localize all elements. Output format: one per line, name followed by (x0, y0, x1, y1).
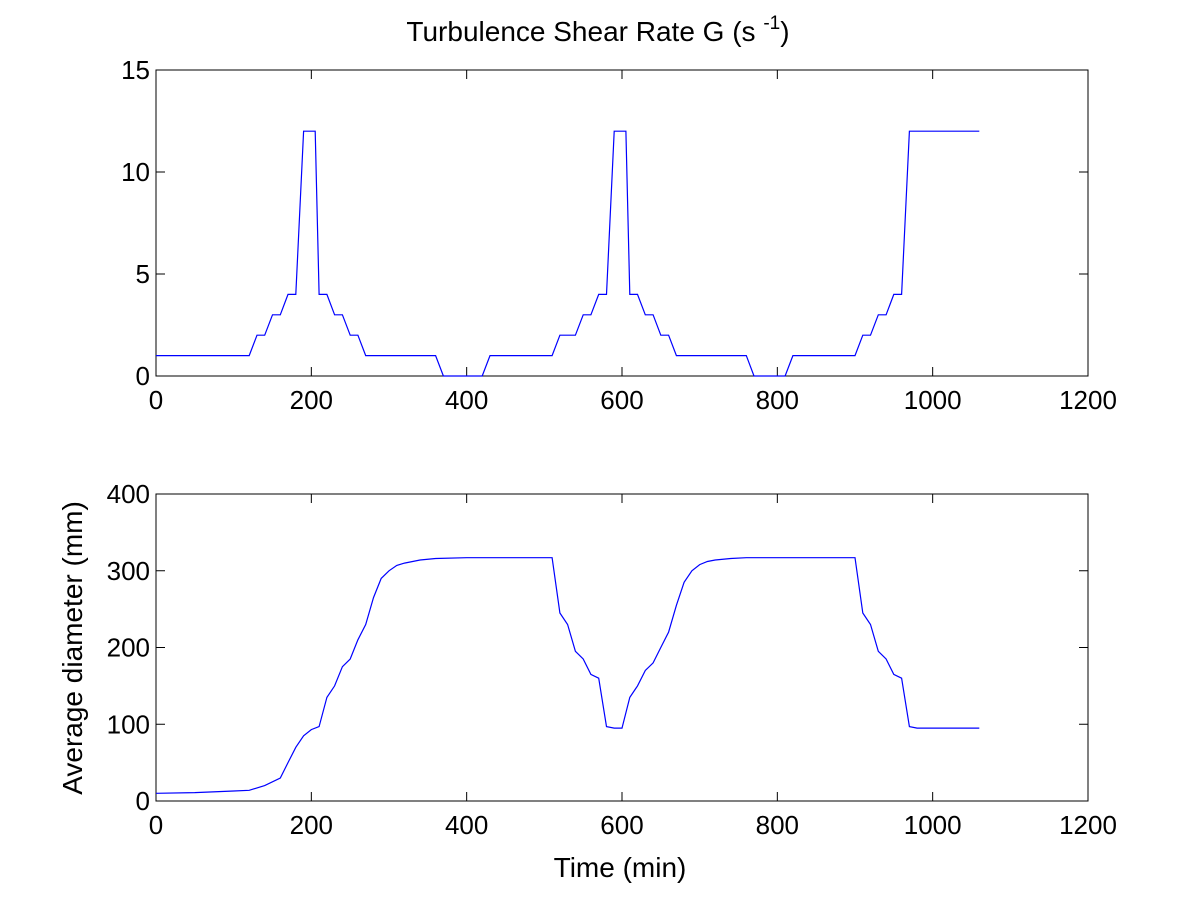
bottom-y-tick-label: 200 (107, 633, 150, 663)
top-x-tick-label: 200 (290, 385, 333, 415)
top-axes-box (155, 69, 1089, 377)
bottom-x-tick-label: 200 (290, 810, 333, 840)
bottom-y-axis-label: Average diameter (mm) (57, 501, 88, 795)
top-ticks: 0 200 400 600 800 1000 1200 0 5 10 15 (121, 55, 1117, 415)
bottom-x-tick-label: 400 (445, 810, 488, 840)
bottom-ticks: 0 200 400 600 800 1000 1200 0 100 200 300 400 (107, 479, 1117, 840)
top-y-tick-label: 0 (136, 361, 150, 391)
bottom-x-axis-label: Time (min) (554, 852, 687, 883)
top-y-tick-label: 5 (136, 259, 150, 289)
top-panel: Turbulence Shear Rate G (s -1) 0 200 400 60… (121, 13, 1117, 415)
bottom-x-tick-label: 1000 (904, 810, 962, 840)
top-y-tick-label: 10 (121, 157, 150, 187)
bottom-y-tick-label: 100 (107, 709, 150, 739)
bottom-y-tick-label: 300 (107, 556, 150, 586)
bottom-axes-box (155, 493, 1089, 802)
bottom-y-tick-label: 400 (107, 479, 150, 509)
bottom-x-tick-label: 600 (600, 810, 643, 840)
top-x-tick-label: 600 (600, 385, 643, 415)
bottom-x-tick-label: 800 (756, 810, 799, 840)
top-series-line (156, 130, 980, 377)
bottom-series-line (155, 557, 980, 794)
top-y-tick-label: 15 (121, 55, 150, 85)
top-x-tick-label: 800 (756, 385, 799, 415)
top-title: Turbulence Shear Rate G (s -1) (406, 13, 789, 47)
bottom-panel: 0 200 400 600 800 1000 1200 0 100 200 300 400 Time … (57, 479, 1117, 883)
bottom-x-tick-label: 1200 (1059, 810, 1117, 840)
bottom-y-tick-label: 0 (136, 786, 150, 816)
top-x-tick-label: 1000 (904, 385, 962, 415)
top-x-tick-label: 0 (149, 385, 163, 415)
top-x-tick-label: 1200 (1059, 385, 1117, 415)
top-x-tick-label: 400 (445, 385, 488, 415)
bottom-x-tick-label: 0 (149, 810, 163, 840)
